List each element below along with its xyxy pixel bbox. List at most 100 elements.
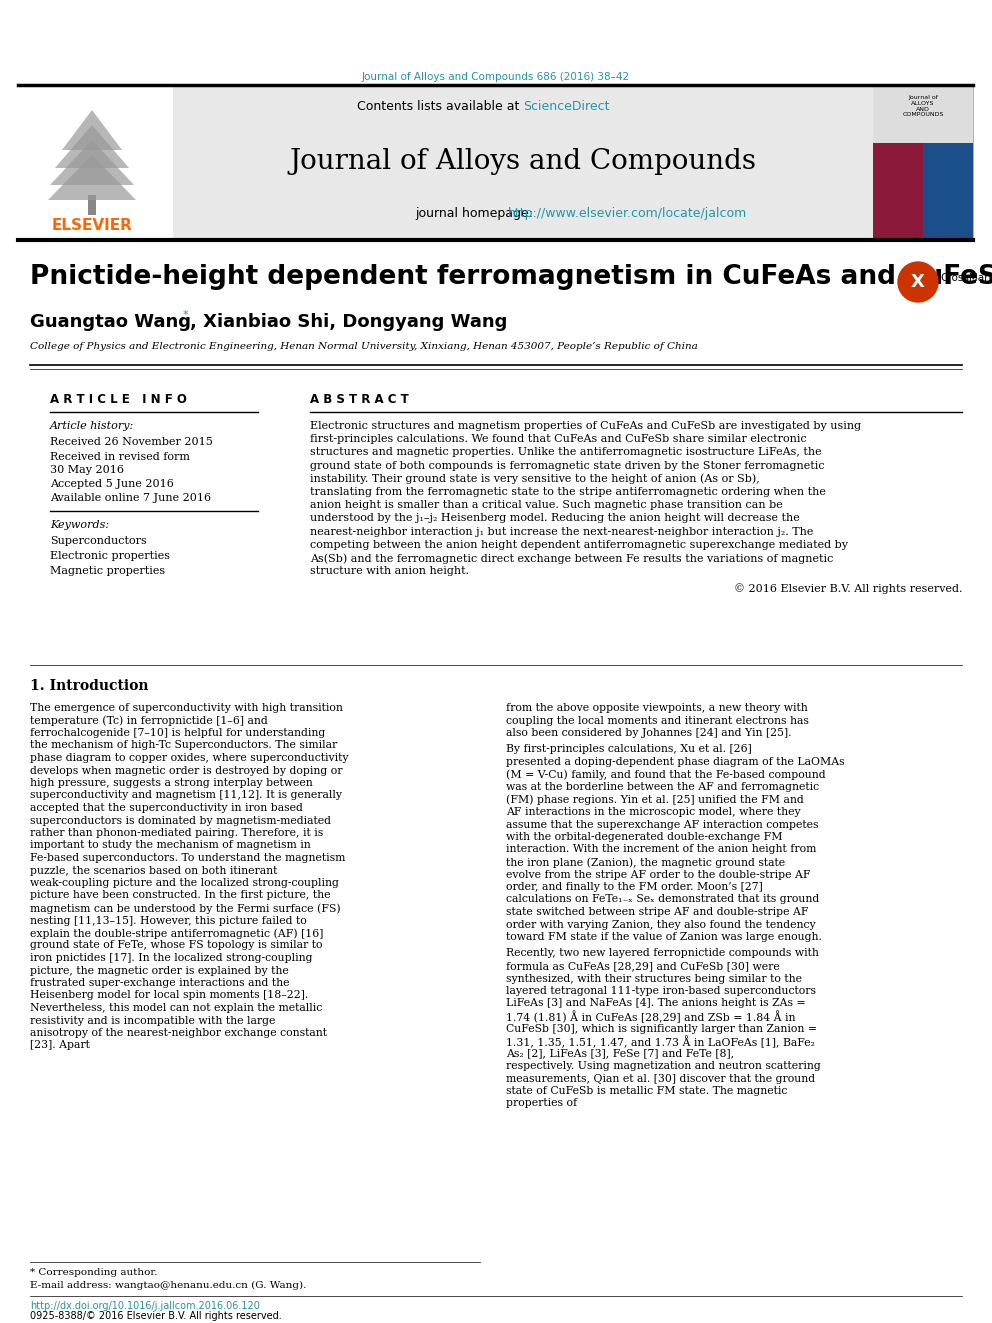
Text: anion height is smaller than a critical value. Such magnetic phase transition ca: anion height is smaller than a critical … bbox=[310, 500, 783, 511]
Text: order, and finally to the FM order. Moon’s [27]: order, and finally to the FM order. Moon… bbox=[506, 882, 763, 892]
Text: Received 26 November 2015: Received 26 November 2015 bbox=[50, 437, 213, 447]
Text: ground state of both compounds is ferromagnetic state driven by the Stoner ferro: ground state of both compounds is ferrom… bbox=[310, 460, 824, 471]
Text: evolve from the stripe AF order to the double-stripe AF: evolve from the stripe AF order to the d… bbox=[506, 869, 810, 880]
Text: properties of: properties of bbox=[506, 1098, 577, 1109]
Text: formula as CuFeAs [28,29] and CuFeSb [30] were: formula as CuFeAs [28,29] and CuFeSb [30… bbox=[506, 960, 780, 971]
Text: Recently, two new layered ferropnictide compounds with: Recently, two new layered ferropnictide … bbox=[506, 949, 818, 958]
Text: instability. Their ground state is very sensitive to the height of anion (As or : instability. Their ground state is very … bbox=[310, 474, 760, 484]
Bar bbox=[18, 85, 173, 239]
Text: X: X bbox=[911, 273, 925, 291]
Text: high pressure, suggests a strong interplay between: high pressure, suggests a strong interpl… bbox=[30, 778, 312, 789]
Text: ground state of FeTe, whose FS topology is similar to: ground state of FeTe, whose FS topology … bbox=[30, 941, 322, 950]
Text: weak-coupling picture and the localized strong-coupling: weak-coupling picture and the localized … bbox=[30, 878, 339, 888]
Text: http://www.elsevier.com/locate/jalcom: http://www.elsevier.com/locate/jalcom bbox=[508, 206, 747, 220]
Text: Heisenberg model for local spin moments [18–22].: Heisenberg model for local spin moments … bbox=[30, 991, 309, 1000]
Text: College of Physics and Electronic Engineering, Henan Normal University, Xinxiang: College of Physics and Electronic Engine… bbox=[30, 343, 697, 351]
Text: coupling the local moments and itinerant electrons has: coupling the local moments and itinerant… bbox=[506, 716, 808, 725]
Text: (FM) phase regions. Yin et al. [25] unified the FM and: (FM) phase regions. Yin et al. [25] unif… bbox=[506, 795, 804, 806]
Text: Available online 7 June 2016: Available online 7 June 2016 bbox=[50, 493, 211, 503]
Text: As₂ [2], LiFeAs [3], FeSe [7] and FeTe [8],: As₂ [2], LiFeAs [3], FeSe [7] and FeTe [… bbox=[506, 1049, 734, 1058]
Text: Superconductors: Superconductors bbox=[50, 536, 147, 546]
Text: By first-principles calculations, Xu et al. [26]: By first-principles calculations, Xu et … bbox=[506, 745, 752, 754]
Text: Guangtao Wang: Guangtao Wang bbox=[30, 314, 191, 331]
Text: http://dx.doi.org/10.1016/j.jallcom.2016.06.120: http://dx.doi.org/10.1016/j.jallcom.2016… bbox=[30, 1301, 260, 1311]
Text: 1.31, 1.35, 1.51, 1.47, and 1.73 Å in LaOFeAs [1], BaFe₂: 1.31, 1.35, 1.51, 1.47, and 1.73 Å in La… bbox=[506, 1036, 815, 1049]
Text: understood by the j₁–j₂ Heisenberg model. Reducing the anion height will decreas: understood by the j₁–j₂ Heisenberg model… bbox=[310, 513, 800, 524]
Text: Magnetic properties: Magnetic properties bbox=[50, 566, 165, 576]
Text: nesting [11,13–15]. However, this picture failed to: nesting [11,13–15]. However, this pictur… bbox=[30, 916, 307, 926]
Text: CrossMark: CrossMark bbox=[940, 273, 992, 283]
Text: AF interactions in the microscopic model, where they: AF interactions in the microscopic model… bbox=[506, 807, 801, 818]
Text: first-principles calculations. We found that CuFeAs and CuFeSb share similar ele: first-principles calculations. We found … bbox=[310, 434, 806, 445]
Text: rather than phonon-mediated pairing. Therefore, it is: rather than phonon-mediated pairing. The… bbox=[30, 828, 323, 837]
Text: Electronic structures and magnetism properties of CuFeAs and CuFeSb are investig: Electronic structures and magnetism prop… bbox=[310, 421, 861, 431]
Text: Keywords:: Keywords: bbox=[50, 520, 109, 531]
Text: E-mail address: wangtao@henanu.edu.cn (G. Wang).: E-mail address: wangtao@henanu.edu.cn (G… bbox=[30, 1281, 307, 1290]
Text: ScienceDirect: ScienceDirect bbox=[523, 101, 609, 112]
Text: [23]. Apart: [23]. Apart bbox=[30, 1040, 90, 1050]
Text: resistivity and is incompatible with the large: resistivity and is incompatible with the… bbox=[30, 1016, 276, 1025]
Text: from the above opposite viewpoints, a new theory with: from the above opposite viewpoints, a ne… bbox=[506, 703, 807, 713]
Text: A R T I C L E   I N F O: A R T I C L E I N F O bbox=[50, 393, 186, 406]
Text: toward FM state if the value of Zanion was large enough.: toward FM state if the value of Zanion w… bbox=[506, 931, 822, 942]
Text: © 2016 Elsevier B.V. All rights reserved.: © 2016 Elsevier B.V. All rights reserved… bbox=[733, 583, 962, 594]
Text: presented a doping-dependent phase diagram of the LaOMAs: presented a doping-dependent phase diagr… bbox=[506, 757, 844, 767]
Text: explain the double-stripe antiferromagnetic (AF) [16]: explain the double-stripe antiferromagne… bbox=[30, 927, 323, 938]
Text: translating from the ferromagnetic state to the stripe antiferromagnetic orderin: translating from the ferromagnetic state… bbox=[310, 487, 826, 497]
Text: competing between the anion height dependent antiferromagnetic superexchange med: competing between the anion height depen… bbox=[310, 540, 848, 550]
Text: 1.74 (1.81) Å in CuFeAs [28,29] and ZSb = 1.84 Å in: 1.74 (1.81) Å in CuFeAs [28,29] and ZSb … bbox=[506, 1011, 796, 1024]
Polygon shape bbox=[62, 110, 122, 149]
Text: develops when magnetic order is destroyed by doping or: develops when magnetic order is destroye… bbox=[30, 766, 342, 775]
Text: layered tetragonal 111-type iron-based superconductors: layered tetragonal 111-type iron-based s… bbox=[506, 986, 816, 996]
Circle shape bbox=[898, 262, 938, 302]
Text: Journal of
ALLOYS
AND
COMPOUNDS: Journal of ALLOYS AND COMPOUNDS bbox=[903, 95, 943, 118]
Text: measurements, Qian et al. [30] discover that the ground: measurements, Qian et al. [30] discover … bbox=[506, 1073, 815, 1084]
Text: picture, the magnetic order is explained by the: picture, the magnetic order is explained… bbox=[30, 966, 289, 975]
Bar bbox=[18, 85, 973, 239]
Text: frustrated super-exchange interactions and the: frustrated super-exchange interactions a… bbox=[30, 978, 290, 988]
Bar bbox=[88, 194, 96, 216]
Text: synthesized, with their structures being similar to the: synthesized, with their structures being… bbox=[506, 974, 802, 983]
Text: state switched between stripe AF and double-stripe AF: state switched between stripe AF and dou… bbox=[506, 908, 808, 917]
Text: Journal of Alloys and Compounds 686 (2016) 38–42: Journal of Alloys and Compounds 686 (201… bbox=[362, 71, 630, 82]
Text: the iron plane (Zanion), the magnetic ground state: the iron plane (Zanion), the magnetic gr… bbox=[506, 857, 785, 868]
Text: state of CuFeSb is metallic FM state. The magnetic: state of CuFeSb is metallic FM state. Th… bbox=[506, 1086, 788, 1095]
Text: journal homepage:: journal homepage: bbox=[415, 206, 537, 220]
Text: puzzle, the scenarios based on both itinerant: puzzle, the scenarios based on both itin… bbox=[30, 865, 278, 876]
Text: *: * bbox=[183, 310, 188, 320]
Text: accepted that the superconductivity in iron based: accepted that the superconductivity in i… bbox=[30, 803, 303, 814]
Polygon shape bbox=[48, 155, 136, 200]
Text: important to study the mechanism of magnetism in: important to study the mechanism of magn… bbox=[30, 840, 310, 851]
Text: 30 May 2016: 30 May 2016 bbox=[50, 464, 124, 475]
Text: nearest-neighbor interaction j₁ but increase the next-nearest-neighbor interacti: nearest-neighbor interaction j₁ but incr… bbox=[310, 527, 813, 537]
Text: As(Sb) and the ferromagnetic direct exchange between Fe results the variations o: As(Sb) and the ferromagnetic direct exch… bbox=[310, 553, 833, 564]
Text: Fe-based superconductors. To understand the magnetism: Fe-based superconductors. To understand … bbox=[30, 853, 345, 863]
Bar bbox=[873, 143, 923, 239]
Text: phase diagram to copper oxides, where superconductivity: phase diagram to copper oxides, where su… bbox=[30, 753, 348, 763]
Text: (M = V-Cu) family, and found that the Fe-based compound: (M = V-Cu) family, and found that the Fe… bbox=[506, 770, 825, 781]
Text: temperature (Tc) in ferropnictide [1–6] and: temperature (Tc) in ferropnictide [1–6] … bbox=[30, 716, 268, 726]
Text: order with varying Zanion, they also found the tendency: order with varying Zanion, they also fou… bbox=[506, 919, 815, 930]
Text: the mechanism of high-Tc Superconductors. The similar: the mechanism of high-Tc Superconductors… bbox=[30, 741, 337, 750]
Text: , Xianbiao Shi, Dongyang Wang: , Xianbiao Shi, Dongyang Wang bbox=[190, 314, 507, 331]
Text: superconductivity and magnetism [11,12]. It is generally: superconductivity and magnetism [11,12].… bbox=[30, 791, 342, 800]
Text: ELSEVIER: ELSEVIER bbox=[52, 218, 133, 233]
Text: Electronic properties: Electronic properties bbox=[50, 550, 170, 561]
Text: interaction. With the increment of the anion height from: interaction. With the increment of the a… bbox=[506, 844, 816, 855]
Text: Nevertheless, this model can not explain the metallic: Nevertheless, this model can not explain… bbox=[30, 1003, 322, 1013]
Text: superconductors is dominated by magnetism-mediated: superconductors is dominated by magnetis… bbox=[30, 815, 331, 826]
Text: structure with anion height.: structure with anion height. bbox=[310, 566, 469, 577]
Text: structures and magnetic properties. Unlike the antiferromagnetic isostructure Li: structures and magnetic properties. Unli… bbox=[310, 447, 821, 458]
Text: iron pnictides [17]. In the localized strong-coupling: iron pnictides [17]. In the localized st… bbox=[30, 953, 312, 963]
Text: ferrochalcogenide [7–10] is helpful for understanding: ferrochalcogenide [7–10] is helpful for … bbox=[30, 728, 325, 738]
Text: 0925-8388/© 2016 Elsevier B.V. All rights reserved.: 0925-8388/© 2016 Elsevier B.V. All right… bbox=[30, 1311, 282, 1320]
Text: A B S T R A C T: A B S T R A C T bbox=[310, 393, 409, 406]
Polygon shape bbox=[55, 124, 129, 168]
Text: with the orbital-degenerated double-exchange FM: with the orbital-degenerated double-exch… bbox=[506, 832, 783, 841]
Text: also been considered by Johannes [24] and Yin [25].: also been considered by Johannes [24] an… bbox=[506, 728, 792, 738]
Text: anisotropy of the nearest-neighbor exchange constant: anisotropy of the nearest-neighbor excha… bbox=[30, 1028, 327, 1039]
Text: Pnictide-height dependent ferromagnetism in CuFeAs and CuFeSb: Pnictide-height dependent ferromagnetism… bbox=[30, 265, 992, 290]
Text: Journal of Alloys and Compounds: Journal of Alloys and Compounds bbox=[290, 148, 757, 175]
Text: * Corresponding author.: * Corresponding author. bbox=[30, 1267, 158, 1277]
Text: The emergence of superconductivity with high transition: The emergence of superconductivity with … bbox=[30, 703, 343, 713]
